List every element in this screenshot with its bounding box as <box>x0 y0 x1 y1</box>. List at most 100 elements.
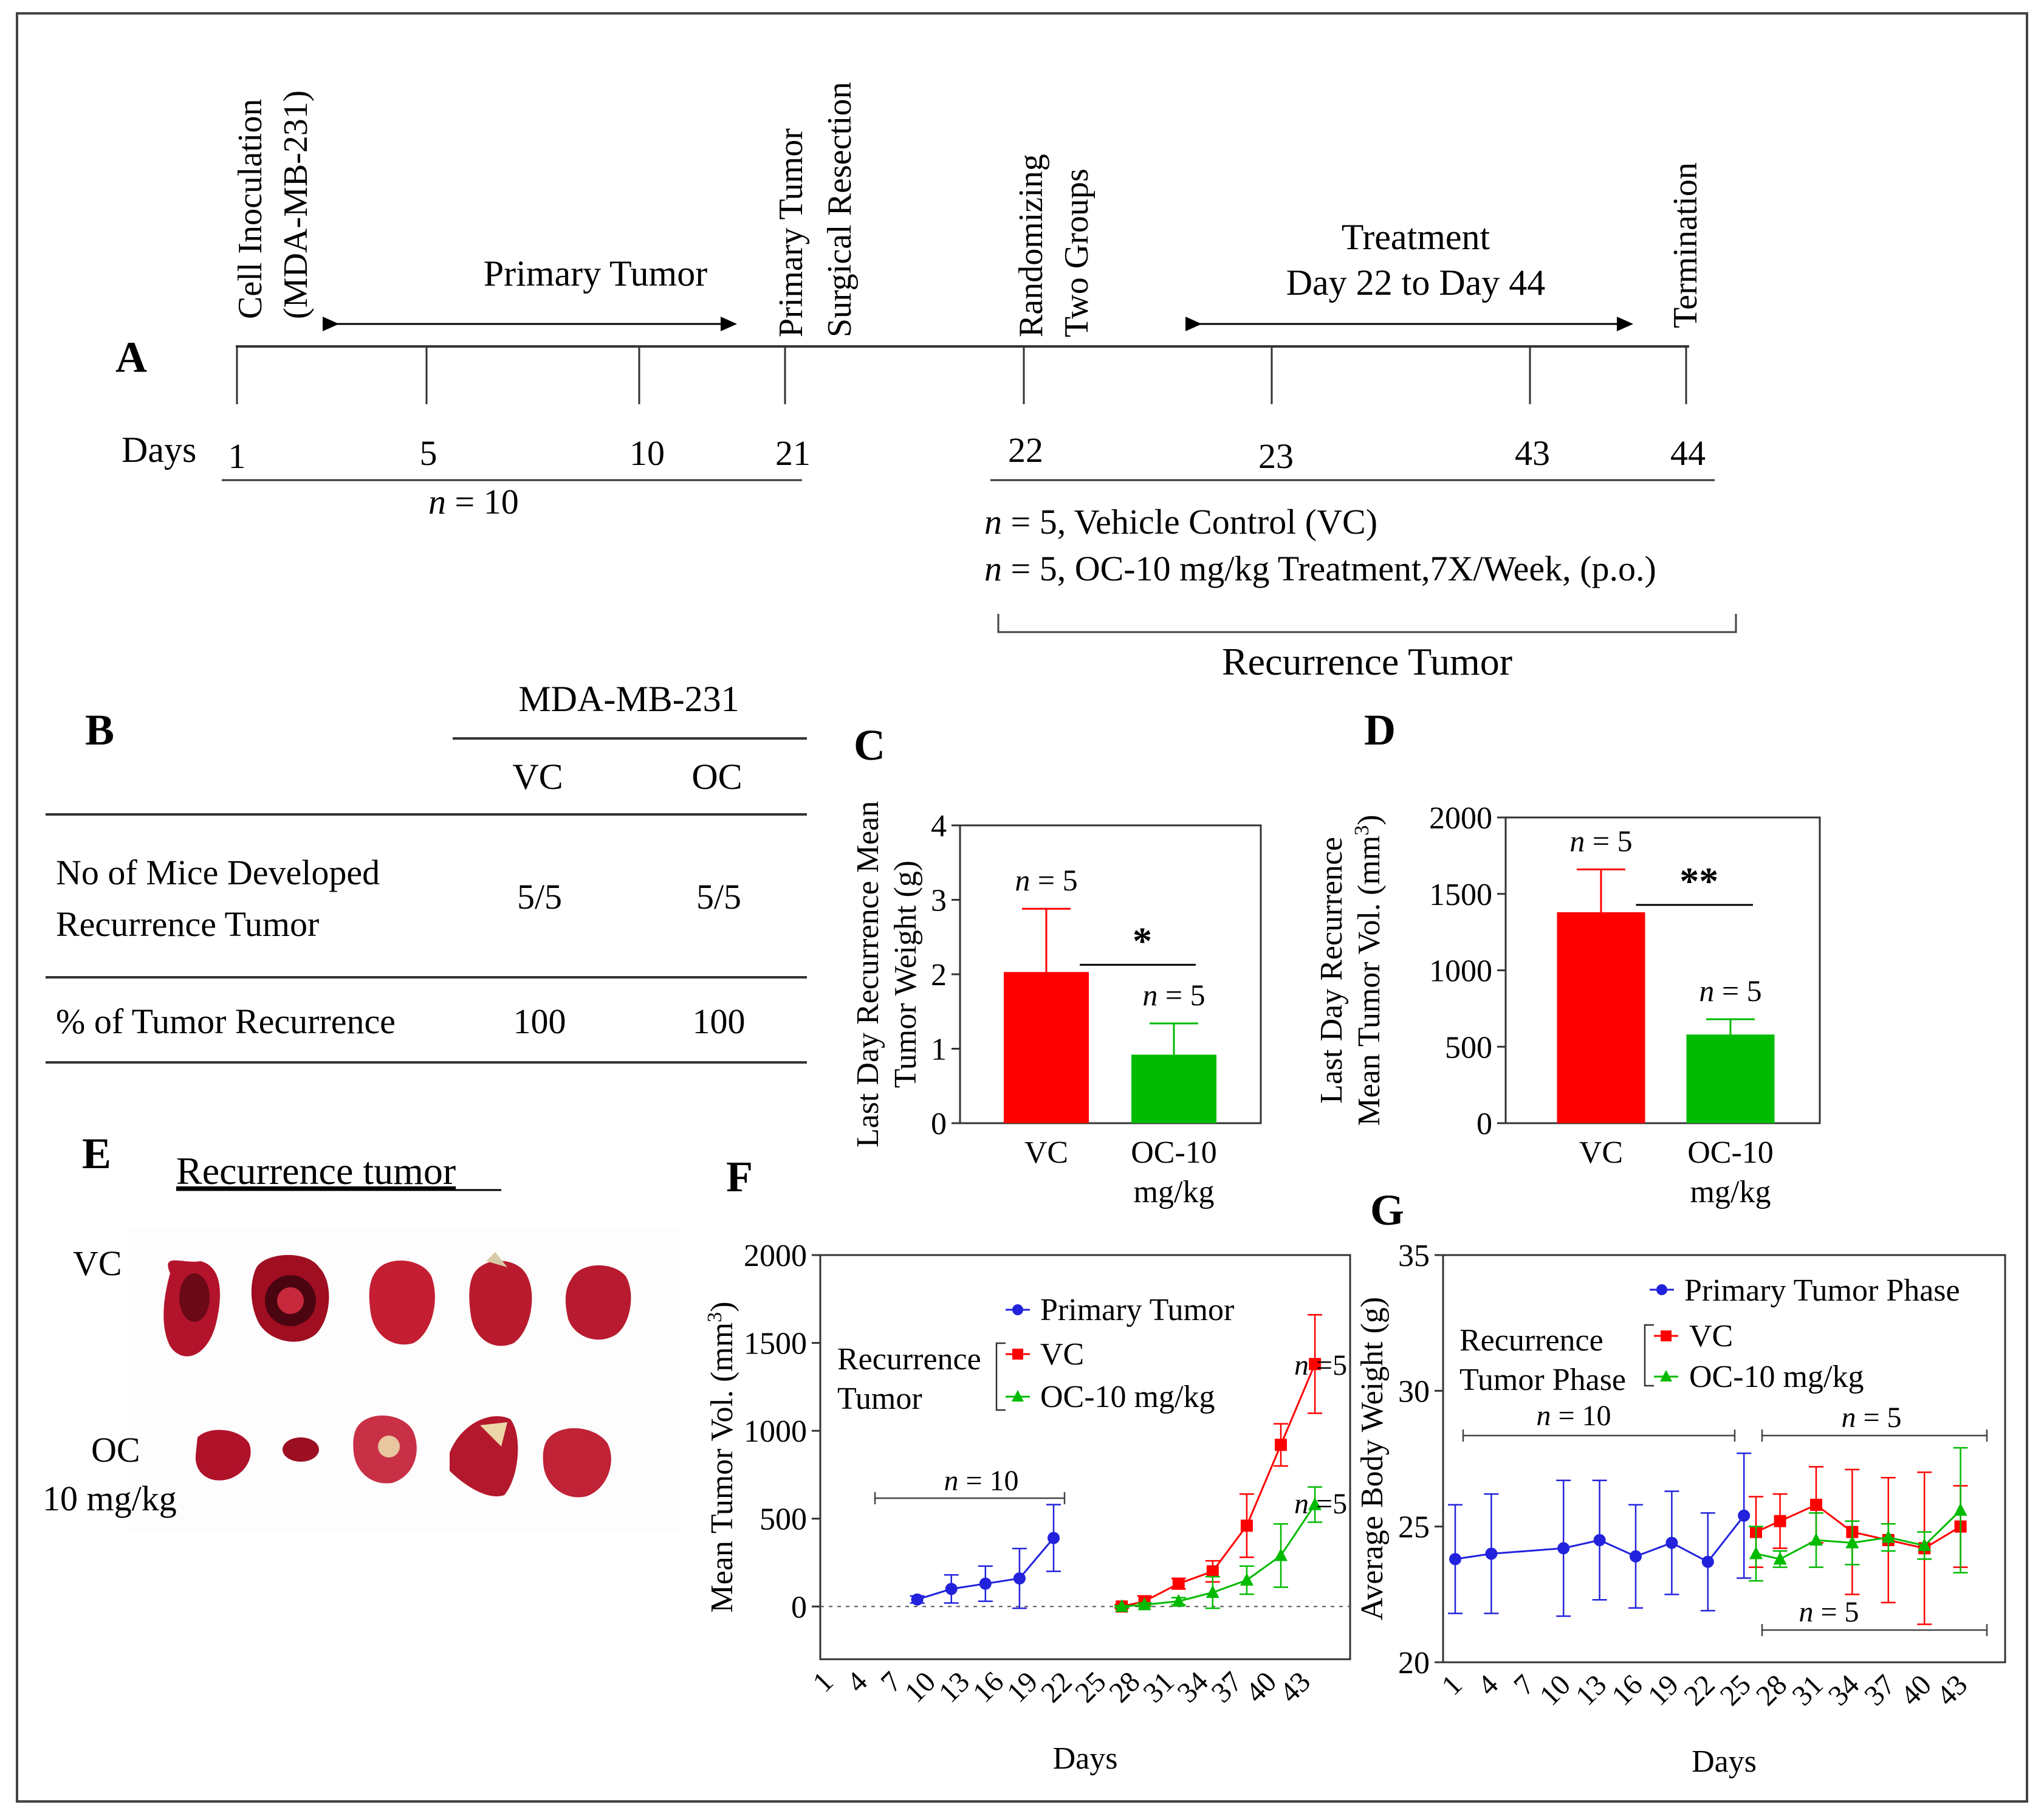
bar-oc-10 <box>1131 1054 1216 1123</box>
n-label-vc: n =5 <box>1294 1349 1347 1381</box>
data-point <box>1274 1548 1288 1561</box>
table-header-vc: VC <box>512 757 563 797</box>
data-point <box>1137 1597 1151 1611</box>
table-cell: 5/5 <box>517 877 562 917</box>
plot-frame <box>1442 1254 2006 1663</box>
data-point <box>1701 1555 1714 1568</box>
data-point <box>1953 1502 1967 1516</box>
y-tick-label: 0 <box>791 1590 807 1625</box>
data-point <box>1048 1532 1060 1544</box>
event-resection-line2: Surgical Resection <box>821 82 859 337</box>
n-label: n = 5 <box>1142 978 1205 1012</box>
legend-recurrence-label: Tumor Phase <box>1459 1363 1626 1397</box>
table-row-label: Recurrence Tumor <box>56 904 319 944</box>
recurrence-table: MDA-MB-231 VC OC No of Mice Developed Re… <box>46 679 807 1064</box>
data-point <box>911 1593 924 1606</box>
day-tick-label: 22 <box>1008 430 1043 470</box>
day-tick-label: 44 <box>1670 433 1706 473</box>
legend-oc-marker <box>1660 1370 1672 1381</box>
tumor-photo-panel: Recurrence tumor VC OC 10 mg/kg <box>43 1149 682 1532</box>
day-tick-label: 10 <box>629 433 665 473</box>
primary-phase-label: Primary Tumor <box>484 253 707 294</box>
y-axis-label: Mean Tumor Vol. (mm3) <box>1351 814 1387 1126</box>
y-tick-label: 2000 <box>744 1239 807 1273</box>
bar-oc-10 <box>1686 1034 1775 1123</box>
y-tick-label: 2000 <box>1429 801 1492 836</box>
panel-label-a: A <box>115 333 147 382</box>
legend-recurrence-label: Recurrence <box>837 1342 981 1377</box>
n-label-recurrence: n = 5 <box>1799 1596 1859 1628</box>
legend-vc-label: VC <box>1689 1319 1733 1354</box>
x-tick-label: VC <box>1024 1135 1068 1170</box>
data-point <box>1845 1535 1859 1549</box>
panel-label-b: B <box>85 706 114 754</box>
n-label: n = 5 <box>1699 974 1761 1008</box>
data-point <box>1206 1565 1219 1578</box>
legend-vc-marker <box>1661 1330 1672 1341</box>
treatment-days-label: Day 22 to Day 44 <box>1286 263 1546 303</box>
chart-d-tumor-volume: 0 500 1000 1500 2000 Last Day Recurrence Mean … <box>1314 801 1821 1209</box>
event-resection-line1: Primary Tumor <box>772 128 810 337</box>
legend-recurrence-label: Recurrence <box>1459 1323 1603 1358</box>
event-inoculation-line1: Cell Inoculation <box>231 99 269 319</box>
table-header-oc: OC <box>691 757 742 797</box>
data-point <box>1809 1533 1823 1546</box>
y-tick-label: 25 <box>1398 1510 1430 1545</box>
n-label: n = 5 <box>1569 824 1632 858</box>
tumor-photo-vc-5 <box>565 1265 631 1340</box>
data-point <box>1810 1498 1822 1511</box>
data-point <box>945 1583 958 1595</box>
photo-vc-label: VC <box>73 1244 122 1283</box>
y-tick-label: 3 <box>931 884 947 918</box>
recurrence-tumor-label: Recurrence Tumor <box>1222 640 1512 683</box>
day-tick-label: 43 <box>1515 433 1550 473</box>
group-oc-label: n = 5, OC-10 mg/kg Treatment,7X/Week, (p… <box>984 549 1656 588</box>
legend-vc-label: VC <box>1040 1337 1084 1372</box>
table-cell: 100 <box>693 1002 746 1041</box>
x-axis-label: Days <box>1053 1741 1118 1776</box>
legend-oc-label: OC-10 mg/kg <box>1040 1380 1215 1414</box>
data-point <box>1172 1577 1185 1590</box>
y-axis-label: Mean Tumor Vol. (mm3) <box>704 1301 739 1612</box>
photo-oc-label: OC <box>91 1430 140 1470</box>
significance-marker: * <box>1133 919 1152 962</box>
day-tick-label: 21 <box>775 433 811 473</box>
data-point <box>1881 1530 1895 1543</box>
data-point <box>1171 1594 1185 1607</box>
y-tick-label: 1500 <box>1429 878 1492 912</box>
panel-label-c: C <box>854 721 885 769</box>
table-cell-line: MDA-MB-231 <box>518 679 739 719</box>
tumor-photo-vc-1 <box>163 1260 221 1357</box>
day-tick-label: 23 <box>1258 436 1294 476</box>
table-cell: 5/5 <box>696 877 741 917</box>
y-tick-label: 0 <box>1476 1107 1492 1141</box>
legend-recurrence-label: Tumor <box>837 1381 922 1416</box>
data-point <box>1205 1585 1219 1598</box>
data-point <box>1630 1550 1642 1563</box>
data-point <box>1013 1572 1026 1584</box>
y-tick-label: 1 <box>931 1033 947 1067</box>
panel-label-f: F <box>726 1152 753 1201</box>
tumor-photo-oc-4 <box>450 1416 518 1496</box>
recurrence-bracket <box>997 614 1737 633</box>
tumor-photo-vc-3 <box>369 1260 435 1345</box>
y-tick-label: 20 <box>1398 1646 1430 1681</box>
legend-vc-marker <box>1012 1349 1023 1360</box>
legend-oc-marker <box>1012 1390 1024 1402</box>
bar-vc <box>1557 912 1645 1123</box>
y-axis-label: Average Body Weight (g) <box>1355 1297 1390 1621</box>
data-point <box>1485 1547 1498 1560</box>
data-point <box>1593 1534 1606 1546</box>
n-label-recurrence: n = 5 <box>1841 1402 1901 1434</box>
y-tick-label: 30 <box>1398 1374 1430 1409</box>
y-tick-label: 1500 <box>744 1327 807 1361</box>
tumor-photo-oc-2 <box>283 1437 319 1462</box>
x-tick-label: mg/kg <box>1134 1175 1215 1209</box>
series-line-0 <box>1455 1515 1745 1563</box>
data-point <box>1240 1519 1253 1532</box>
y-axis-label: Last Day Recurrence Mean <box>851 801 885 1147</box>
legend-primary-marker <box>1656 1284 1667 1295</box>
y-tick-label: 1000 <box>744 1414 807 1449</box>
legend-primary-label: Primary Tumor Phase <box>1684 1273 1960 1308</box>
x-axis-label: Days <box>1692 1744 1757 1779</box>
